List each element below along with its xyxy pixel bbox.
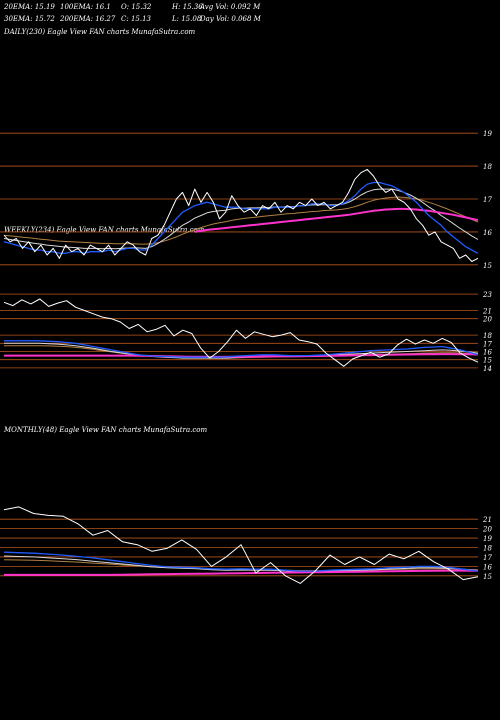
daily-chart: 15 16 17 18 19	[0, 130, 492, 270]
weekly-ytick-21: 21	[482, 308, 492, 316]
monthly-ytick-21: 21	[482, 516, 492, 524]
weekly-ytick-17: 17	[483, 340, 492, 348]
monthly-ytick-15: 15	[483, 573, 492, 581]
header-close: C: 15.13	[121, 15, 152, 23]
header-ema20: 20EMA: 15.19	[3, 3, 55, 11]
header-low: L: 15.08	[171, 15, 202, 23]
weekly-ytick-23: 23	[482, 291, 492, 299]
daily-ytick-15: 15	[483, 262, 492, 270]
monthly-ytick-18: 18	[483, 545, 492, 553]
header-high: H: 15.36	[171, 3, 203, 11]
weekly-ytick-15: 15	[483, 357, 492, 365]
daily-ema-long-line	[194, 207, 479, 233]
monthly-price-line	[3, 506, 479, 584]
weekly-ytick-20: 20	[482, 316, 492, 324]
daily-ytick-18: 18	[483, 163, 492, 171]
monthly-ytick-17: 17	[483, 554, 492, 562]
weekly-ytick-16: 16	[483, 349, 492, 357]
weekly-ema-fast-line	[4, 340, 479, 358]
header-stats: 20EMA: 15.19 100EMA: 16.1 O: 15.32 H: 15…	[3, 3, 262, 23]
header-ema200: 200EMA: 16.27	[59, 15, 116, 23]
daily-price-line	[3, 168, 479, 262]
monthly-ema-mid-line	[3, 555, 479, 573]
weekly-ema-long-line	[4, 353, 479, 358]
daily-ema-slow-line	[3, 196, 479, 245]
daily-ytick-16: 16	[483, 229, 492, 237]
monthly-ytick-16: 16	[483, 563, 492, 571]
header-dayvol: Day Vol: 0.068 M	[199, 15, 262, 23]
header-open: O: 15.32	[121, 3, 152, 11]
weekly-price-line	[3, 298, 479, 367]
daily-ytick-19: 19	[483, 130, 492, 138]
weekly-ytick-18: 18	[483, 332, 492, 340]
header-avgvol: Avg Vol: 0.092 M	[199, 3, 261, 11]
weekly-panel-label: WEEKLY(234) Eagle View FAN charts Munafa…	[4, 226, 205, 234]
header-ema30: 30EMA: 15.72	[4, 15, 55, 23]
weekly-ytick-14: 14	[483, 365, 492, 373]
monthly-ytick-19: 19	[483, 535, 492, 543]
monthly-panel-label: MONTHLY(48) Eagle View FAN charts Munafa…	[3, 426, 207, 434]
monthly-ytick-20: 20	[482, 526, 492, 534]
header-ema100: 100EMA: 16.1	[60, 3, 111, 11]
daily-ema-fast-line	[3, 181, 479, 254]
monthly-ema-long-line	[4, 569, 479, 576]
daily-panel-label: DAILY(230) Eagle View FAN charts MunafaS…	[3, 28, 196, 36]
daily-ytick-17: 17	[483, 196, 492, 204]
monthly-ema-fast-line	[3, 551, 479, 572]
